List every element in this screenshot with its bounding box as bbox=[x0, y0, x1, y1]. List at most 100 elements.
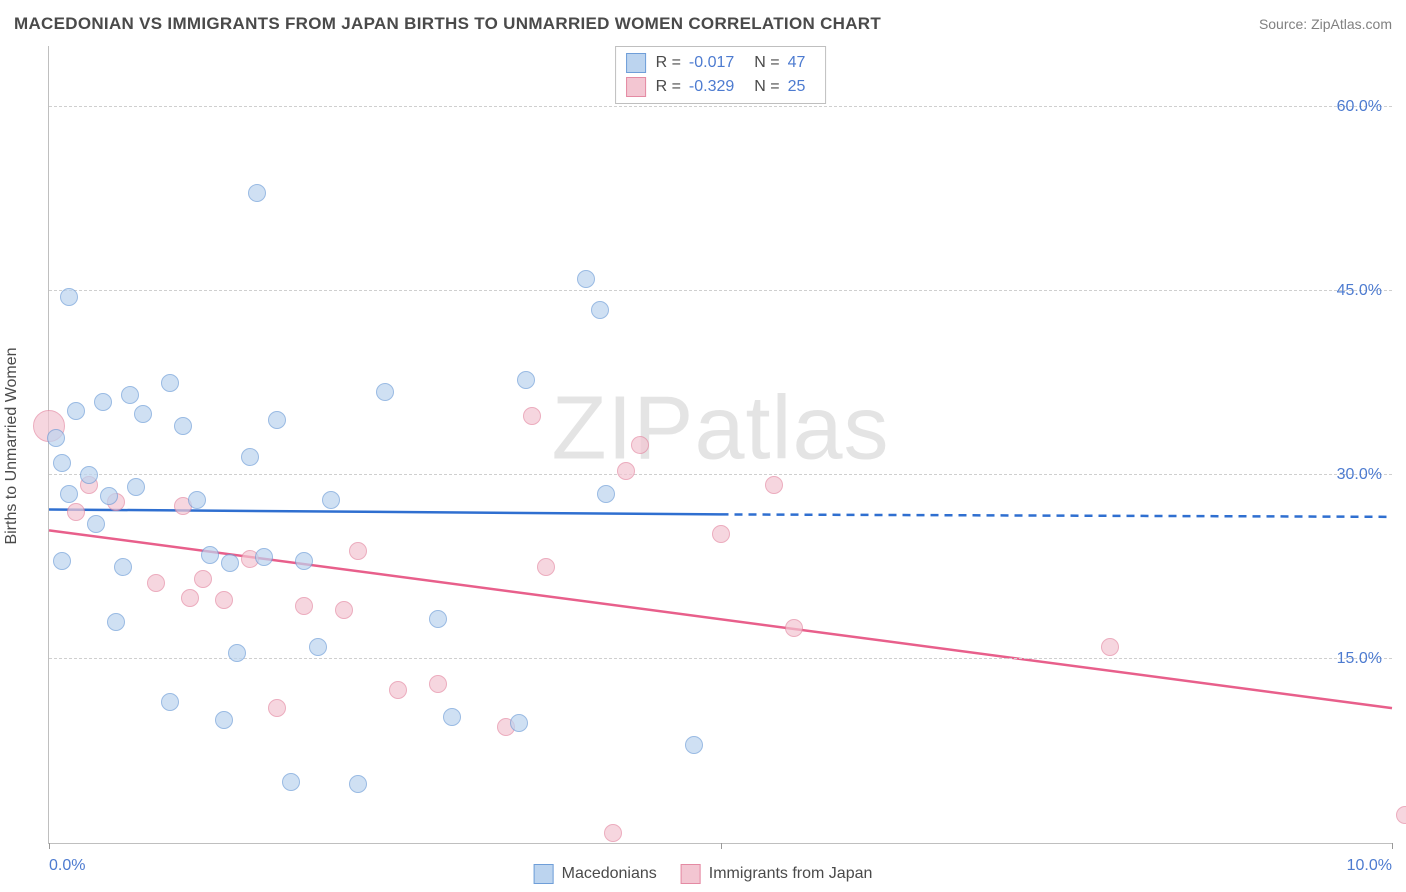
blue-point bbox=[510, 714, 528, 732]
legend-item-blue: Macedonians bbox=[534, 864, 657, 884]
blue-point bbox=[127, 478, 145, 496]
pink-point bbox=[617, 462, 635, 480]
pink-point bbox=[1396, 806, 1406, 824]
x-tick-label: 10.0% bbox=[1347, 857, 1392, 875]
blue-point bbox=[60, 288, 78, 306]
y-tick-label: 60.0% bbox=[1337, 98, 1382, 116]
pink-point bbox=[785, 619, 803, 637]
pink-point bbox=[349, 542, 367, 560]
watermark-thin: atlas bbox=[694, 378, 889, 478]
blue-point bbox=[161, 374, 179, 392]
blue-point bbox=[60, 485, 78, 503]
chart-plot-area: ZIPatlas R = -0.017 N = 47 R = -0.329 N … bbox=[48, 46, 1392, 844]
pink-point bbox=[335, 601, 353, 619]
bottom-legend: Macedonians Immigrants from Japan bbox=[534, 864, 873, 884]
blue-point bbox=[322, 491, 340, 509]
legend-label-blue: Macedonians bbox=[562, 865, 657, 883]
blue-point bbox=[221, 554, 239, 572]
blue-point bbox=[114, 558, 132, 576]
blue-point bbox=[228, 644, 246, 662]
pink-point bbox=[1101, 638, 1119, 656]
pink-point bbox=[389, 681, 407, 699]
blue-point bbox=[597, 485, 615, 503]
pink-point bbox=[537, 558, 555, 576]
blue-point bbox=[577, 270, 595, 288]
y-tick-label: 30.0% bbox=[1337, 466, 1382, 484]
blue-point bbox=[685, 736, 703, 754]
blue-point bbox=[517, 371, 535, 389]
swatch-pink bbox=[681, 864, 701, 884]
watermark: ZIPatlas bbox=[551, 377, 889, 480]
blue-point bbox=[100, 487, 118, 505]
blue-point bbox=[107, 613, 125, 631]
blue-point bbox=[443, 708, 461, 726]
r-label: R = bbox=[656, 78, 681, 96]
blue-point bbox=[53, 552, 71, 570]
r-value-pink: -0.329 bbox=[689, 78, 734, 96]
gridline bbox=[49, 106, 1392, 107]
pink-point bbox=[181, 589, 199, 607]
blue-point bbox=[94, 393, 112, 411]
x-tick-mark bbox=[721, 843, 722, 849]
blue-point bbox=[215, 711, 233, 729]
n-label: N = bbox=[754, 54, 779, 72]
blue-point bbox=[591, 301, 609, 319]
n-value-pink: 25 bbox=[788, 78, 806, 96]
blue-point bbox=[295, 552, 313, 570]
pink-point bbox=[295, 597, 313, 615]
gridline bbox=[49, 290, 1392, 291]
stats-row-pink: R = -0.329 N = 25 bbox=[626, 75, 816, 99]
legend-item-pink: Immigrants from Japan bbox=[681, 864, 873, 884]
blue-point bbox=[349, 775, 367, 793]
stats-legend: R = -0.017 N = 47 R = -0.329 N = 25 bbox=[615, 46, 827, 104]
swatch-blue bbox=[534, 864, 554, 884]
blue-point bbox=[53, 454, 71, 472]
blue-point bbox=[429, 610, 447, 628]
blue-point bbox=[174, 417, 192, 435]
blue-point bbox=[87, 515, 105, 533]
y-tick-label: 15.0% bbox=[1337, 650, 1382, 668]
blue-point bbox=[188, 491, 206, 509]
pink-point bbox=[604, 824, 622, 842]
blue-point bbox=[201, 546, 219, 564]
source-label: Source: ZipAtlas.com bbox=[1259, 16, 1392, 32]
pink-point bbox=[215, 591, 233, 609]
blue-point bbox=[80, 466, 98, 484]
blue-point bbox=[241, 448, 259, 466]
gridline bbox=[49, 658, 1392, 659]
n-label: N = bbox=[754, 78, 779, 96]
blue-point bbox=[282, 773, 300, 791]
n-value-blue: 47 bbox=[788, 54, 806, 72]
r-label: R = bbox=[656, 54, 681, 72]
stats-row-blue: R = -0.017 N = 47 bbox=[626, 51, 816, 75]
x-tick-mark bbox=[1392, 843, 1393, 849]
blue-point bbox=[121, 386, 139, 404]
x-tick-label: 0.0% bbox=[49, 857, 85, 875]
blue-point bbox=[248, 184, 266, 202]
blue-point bbox=[255, 548, 273, 566]
blue-point bbox=[67, 402, 85, 420]
pink-point bbox=[268, 699, 286, 717]
blue-point bbox=[47, 429, 65, 447]
x-tick-mark bbox=[49, 843, 50, 849]
swatch-pink bbox=[626, 77, 646, 97]
blue-point bbox=[134, 405, 152, 423]
blue-point bbox=[376, 383, 394, 401]
pink-point bbox=[712, 525, 730, 543]
pink-point bbox=[631, 436, 649, 454]
swatch-blue bbox=[626, 53, 646, 73]
legend-label-pink: Immigrants from Japan bbox=[709, 865, 873, 883]
pink-point bbox=[523, 407, 541, 425]
y-tick-label: 45.0% bbox=[1337, 282, 1382, 300]
y-axis-label: Births to Unmarried Women bbox=[3, 347, 21, 544]
pink-point bbox=[67, 503, 85, 521]
pink-point bbox=[147, 574, 165, 592]
blue-point bbox=[268, 411, 286, 429]
gridline bbox=[49, 474, 1392, 475]
blue-point bbox=[161, 693, 179, 711]
pink-point bbox=[194, 570, 212, 588]
pink-point bbox=[765, 476, 783, 494]
blue-point bbox=[309, 638, 327, 656]
chart-title: MACEDONIAN VS IMMIGRANTS FROM JAPAN BIRT… bbox=[14, 14, 881, 34]
trend-lines-layer bbox=[49, 46, 1392, 843]
